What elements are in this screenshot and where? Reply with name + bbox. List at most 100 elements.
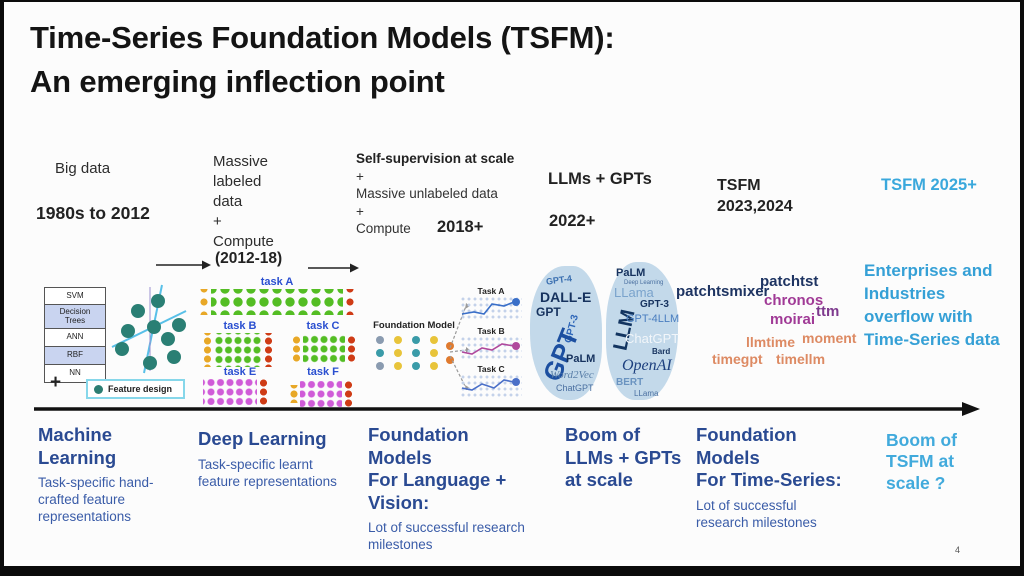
tsfm-models-wordcloud: patchtsmixer patchtst chronos ttm moirai… <box>676 272 871 367</box>
hidden-nodes <box>211 289 343 315</box>
brain-word: GPT <box>536 305 561 319</box>
llm-brain-wordcloud: GPT-4 DALL-E GPT GPT-3 GPT PaLM Word2Vec… <box>528 258 680 404</box>
ml-method-ann: ANN <box>44 329 106 347</box>
tsfm-word: moment <box>802 330 857 346</box>
era1-years: 1980s to 2012 <box>36 203 150 223</box>
dl-task-b-label: task B <box>223 320 257 332</box>
teal-dot-icon <box>94 384 103 394</box>
tsfm-word: timegpt <box>712 351 763 367</box>
brain-word: Bard <box>652 347 671 356</box>
dl-task-a-label: task A <box>260 276 294 288</box>
era3-title: Self-supervision at scale <box>356 151 515 166</box>
ml-method-svm: SVM <box>44 287 106 305</box>
input-nodes <box>203 333 212 367</box>
brain-word: DALL-E <box>540 289 592 305</box>
tsfm-word: moirai <box>770 311 816 328</box>
tsfm-word: llmtime <box>746 334 796 350</box>
brain-word: GPT-4LLM <box>626 313 680 325</box>
hidden-nodes <box>203 379 257 405</box>
feature-design-legend: Feature design <box>86 379 185 399</box>
timeline-arrow <box>34 402 980 416</box>
arrow-right-icon <box>156 260 211 270</box>
era-title: Boom of LLMs + GPTs at scale <box>565 424 682 491</box>
era3-selfsup-block: Self-supervision at scale + Massive unla… <box>356 150 514 238</box>
brain-right-lobe <box>606 262 678 400</box>
input-nodes <box>199 289 209 315</box>
fm-task-a-label: Task A <box>477 286 505 296</box>
tsfm-word: patchtsmixer <box>676 283 770 300</box>
hidden-nodes <box>300 381 342 407</box>
frame-bar-bottom <box>0 566 1024 576</box>
feature-design-label: Feature design <box>108 384 173 394</box>
era3-years: 2018+ <box>437 218 484 236</box>
output-nodes <box>259 379 268 405</box>
era-boom-llms: Boom of LLMs + GPTs at scale <box>565 424 710 492</box>
fm-task-a-chart <box>460 296 522 320</box>
ml-method-rbf: RBF <box>44 347 106 365</box>
dl-task-b-network <box>203 333 273 367</box>
slide-title: Time-Series Foundation Models (TSFM): An… <box>30 20 615 100</box>
brain-word: GPT-3 <box>640 299 669 310</box>
foundation-model-label: Foundation Model <box>373 320 455 331</box>
output-nodes <box>345 289 355 315</box>
tsfm-word: patchtst <box>760 273 819 290</box>
era-title: Machine Learning <box>38 424 117 468</box>
brain-word: PaLM <box>566 353 596 365</box>
arrow-right-icon <box>308 263 359 273</box>
era-deep-learning: Deep Learning Task-specific learnt featu… <box>198 428 373 490</box>
output-nodes <box>347 335 356 363</box>
dl-task-f-label: task F <box>307 366 339 378</box>
brain-word: Deep Learning <box>624 280 664 286</box>
era4-llms-label: LLMs + GPTs <box>548 170 652 188</box>
input-nodes <box>290 385 298 403</box>
era-title: Deep Learning <box>198 428 327 449</box>
ml-plus-sign: + <box>50 372 62 393</box>
brain-word: OpenAI <box>622 357 672 374</box>
era2-massive-label: Massive labeled data + Compute <box>213 153 274 250</box>
dl-task-a-network <box>199 289 355 315</box>
ml-method-nn: NN <box>44 365 106 383</box>
fm-task-b-label: Task B <box>477 326 505 336</box>
era4-years: 2022+ <box>549 212 596 230</box>
era-subtitle: Task-specific hand- crafted feature repr… <box>38 475 154 525</box>
input-nodes <box>292 335 301 363</box>
era-subtitle: Lot of successful research milestones <box>368 520 525 553</box>
era-subtitle: Task-specific learnt feature representat… <box>198 456 337 489</box>
brain-word: ChatGPT <box>625 331 680 346</box>
era-machine-learning: Machine Learning Task-specific hand- cra… <box>38 424 193 525</box>
fm-task-b-chart <box>460 336 522 360</box>
hidden-nodes <box>214 333 262 367</box>
dl-task-e-label: task E <box>223 366 257 378</box>
dl-task-f-network <box>290 381 353 407</box>
dl-task-c-label: task C <box>306 320 340 332</box>
ml-scatter-plot <box>111 284 187 374</box>
tsfm-word: chronos <box>764 292 824 309</box>
era-foundation-models-ts: Foundation Models For Time-Series: Lot o… <box>696 424 871 531</box>
fm-task-c-chart <box>460 374 522 398</box>
enterprises-note: Enterprises and Industries overflow with… <box>864 261 1000 349</box>
era-title: Boom of TSFM at scale ? <box>886 430 957 493</box>
brain-word: LLama <box>614 285 654 300</box>
era2-years: (2012-18) <box>215 250 283 267</box>
era-boom-tsfm: Boom of TSFM at scale ? <box>886 430 1011 494</box>
tsfm-word: ttm <box>816 303 840 320</box>
brain-word: ChatGPT <box>556 383 594 393</box>
dl-task-e-network <box>203 379 268 405</box>
output-nodes <box>344 381 353 407</box>
era6-tsfm-future-label: TSFM 2025+ <box>881 176 977 194</box>
ml-method-decision-trees: Decision Trees <box>44 305 106 329</box>
frame-bar-right <box>1020 0 1024 576</box>
era-title: Foundation Models For Language + Vision: <box>368 424 507 513</box>
era3-rest: + Massive unlabeled data + Compute <box>356 168 498 237</box>
ml-methods-stack: SVM Decision Trees ANN RBF NN <box>44 287 106 383</box>
brain-word: BERT <box>616 377 644 388</box>
page-number: 4 <box>955 545 961 555</box>
fm-task-c-label: Task C <box>477 364 505 374</box>
brain-left-lobe <box>530 266 602 400</box>
era-foundation-models-lv: Foundation Models For Language + Vision:… <box>368 424 563 553</box>
brain-word: Word2Vec <box>550 369 594 381</box>
output-nodes <box>264 333 273 367</box>
foundation-model-network <box>376 336 454 370</box>
era5-tsfm-label: TSFM 2023,2024 <box>717 177 793 215</box>
